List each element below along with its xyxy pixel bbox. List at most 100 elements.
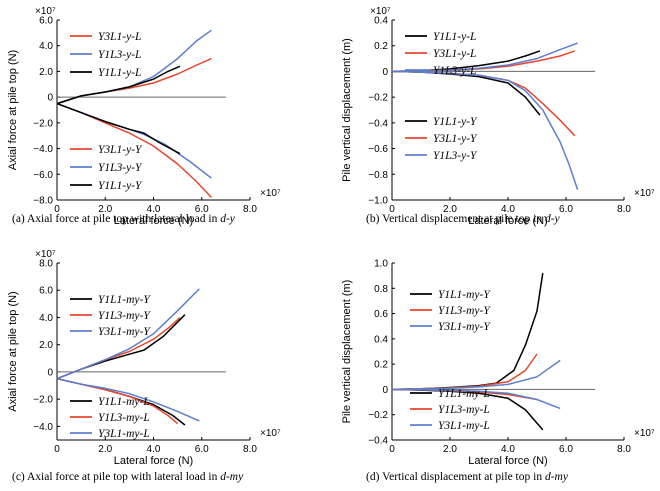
y-exponent-label: ×10⁷ [370, 6, 391, 17]
chart-panel-d: 0 2.0 4.0 6.0 8.0 −0.4 −0.2 0 0.2 0.4 0.6 0.8 1.0 ×10… [341, 259, 655, 484]
legend-entry-upper: Y3L1-y-L [98, 31, 141, 43]
x-axis-label: Lateral force (N) [468, 455, 547, 467]
x-tick-label: 2.0 [98, 444, 112, 455]
x-tick-label: 0 [389, 444, 395, 455]
series-line-Y3L1-my-Y [56, 288, 200, 380]
x-tick-label: 4.0 [147, 204, 161, 215]
chart-panel-c: 0 2.0 4.0 6.0 8.0−4.0−2.002.04.06.08.0×10⁷×1… [7, 249, 281, 483]
y-tick-label: 2.0 [39, 67, 53, 78]
series-line-Y3L1-my-Y [391, 359, 561, 391]
panel-caption: (d) Vertical displacement at pile top in… [366, 471, 569, 483]
x-tick-label: 6.0 [195, 204, 209, 215]
legend-entry-upper: Y1L3-my-Y [438, 305, 491, 317]
x-tick-label: 2.0 [98, 204, 112, 215]
legend-entry-upper: Y1L3-my-Y [98, 310, 151, 322]
legend-entry-lower: Y1L1-my-L [98, 396, 150, 408]
x-axis-label: Lateral force (N) [114, 455, 193, 467]
legend-entry-upper: Y1L1-my-Y [98, 294, 151, 306]
legend-entry-lower: Y3L1-y-Y [433, 133, 478, 145]
legend-entry-upper: Y1L1-y-L [98, 67, 141, 79]
legend-entry-lower: Y1L1-y-Y [98, 180, 143, 192]
legend-entry-upper: Y1L3-y-L [433, 65, 476, 77]
legend-entry-upper: Y1L1-y-L [433, 31, 476, 43]
y-tick-label: 6.0 [39, 16, 53, 27]
x-tick-label: 4.0 [147, 444, 161, 455]
series-line-Y1L1-y-Y [391, 70, 541, 116]
y-tick-label: −0.8 [368, 170, 388, 181]
y-axis-label: Axial force at pile top (N) [7, 291, 19, 411]
x-exponent-label: ×10⁷ [260, 428, 281, 439]
y-tick-label: 8.0 [39, 259, 53, 270]
y-tick-label: 0.4 [374, 16, 388, 27]
series-line-Y3L1-my-L [56, 377, 200, 422]
y-tick-label: −0.6 [368, 144, 388, 155]
legend-entry-upper: Y3L1-y-L [433, 48, 476, 60]
x-tick-label: 8.0 [617, 204, 631, 215]
y-tick-label: 0 [382, 385, 388, 396]
legend-entry-lower: Y1L1-my-L [438, 388, 490, 400]
y-tick-label: −8.0 [33, 196, 53, 207]
legend-entry-upper: Y1L3-y-L [98, 49, 141, 61]
x-tick-label: 0 [389, 204, 395, 215]
legend-entry-lower: Y1L3-y-Y [98, 162, 143, 174]
series-line-Y1L3-y-Y [391, 70, 579, 190]
y-axis-label: Pile vertical displacement (m) [341, 280, 353, 424]
panel-caption: (a) Axial force at pile top with lateral… [12, 213, 236, 225]
legend-entry-lower: Y3L1-y-Y [98, 144, 143, 156]
x-axis-label: Lateral force (N) [114, 215, 193, 227]
y-tick-label: 0 [47, 367, 53, 378]
y-tick-label: −4.0 [33, 144, 53, 155]
x-tick-label: 2.0 [443, 444, 457, 455]
x-exponent-label: ×10⁷ [634, 188, 655, 199]
y-tick-label: −1.0 [368, 196, 388, 207]
x-tick-label: 0 [54, 204, 60, 215]
legend-entry-lower: Y1L3-y-Y [433, 150, 478, 162]
y-tick-label: −0.4 [368, 436, 388, 447]
series-line-Y1L1-y-Y [56, 102, 181, 155]
y-tick-label: −0.2 [368, 93, 388, 104]
y-tick-label: 0.6 [374, 309, 388, 320]
legend-entry-lower: Y1L1-y-Y [433, 116, 478, 128]
y-tick-label: 0.2 [374, 41, 388, 52]
x-tick-label: 6.0 [559, 204, 573, 215]
chart-panel-a: 0 2.0 4.0 6.0 8.0−8.0−6.0−4.0−2.002.04.06.0×… [7, 6, 281, 227]
panel-caption: (c) Axial force at pile top with lateral… [12, 471, 244, 483]
x-tick-label: 8.0 [243, 204, 257, 215]
series-line-Y3L1-my-L [391, 388, 561, 410]
legend-entry-upper: Y1L1-my-Y [438, 289, 491, 301]
y-axis-label: Pile vertical displacement (m) [341, 38, 353, 182]
legend-entry-upper: Y3L1-my-Y [98, 326, 151, 338]
y-tick-label: −2.0 [33, 118, 53, 129]
series-line-Y1L3-my-Y [391, 353, 538, 391]
y-tick-label: 4.0 [39, 313, 53, 324]
y-tick-label: 0.4 [374, 334, 388, 345]
y-tick-label: −0.4 [368, 118, 388, 129]
y-tick-label: −4.0 [33, 422, 53, 433]
x-tick-label: 6.0 [195, 444, 209, 455]
series-line-Y1L1-my-Y [56, 314, 186, 380]
legend-entry-lower: Y1L3-my-L [438, 404, 490, 416]
x-tick-label: 8.0 [243, 444, 257, 455]
y-tick-label: 0 [47, 93, 53, 104]
y-tick-label: 1.0 [374, 259, 388, 270]
legend-entry-lower: Y3L1-my-L [438, 420, 490, 432]
x-exponent-label: ×10⁷ [634, 428, 655, 439]
y-tick-label: 0.2 [374, 360, 388, 371]
x-tick-label: 4.0 [501, 204, 515, 215]
series-line-Y1L3-y-L [391, 42, 578, 73]
legend-entry-lower: Y1L3-my-L [98, 412, 150, 424]
y-tick-label: −6.0 [33, 170, 53, 181]
x-tick-label: 6.0 [559, 444, 573, 455]
y-tick-label: 6.0 [39, 286, 53, 297]
y-exponent-label: ×10⁷ [35, 6, 56, 17]
x-tick-label: 0 [54, 444, 60, 455]
x-axis-label: Lateral force (N) [468, 215, 547, 227]
y-tick-label: 4.0 [39, 41, 53, 52]
chart-panel-b: 0 2.0 4.0 6.0 8.0 −1.0 −0.8 −0.6 −0.4 −0.2 0 0.2 0.4… [341, 6, 655, 227]
series-line-Y3L1-y-Y [391, 70, 576, 137]
y-tick-label: 0 [382, 67, 388, 78]
legend-entry-upper: Y3L1-my-Y [438, 321, 491, 333]
legend-entry-lower: Y3L1-my-L [98, 428, 150, 440]
y-axis-label: Axial force at pile top (N) [7, 50, 19, 170]
